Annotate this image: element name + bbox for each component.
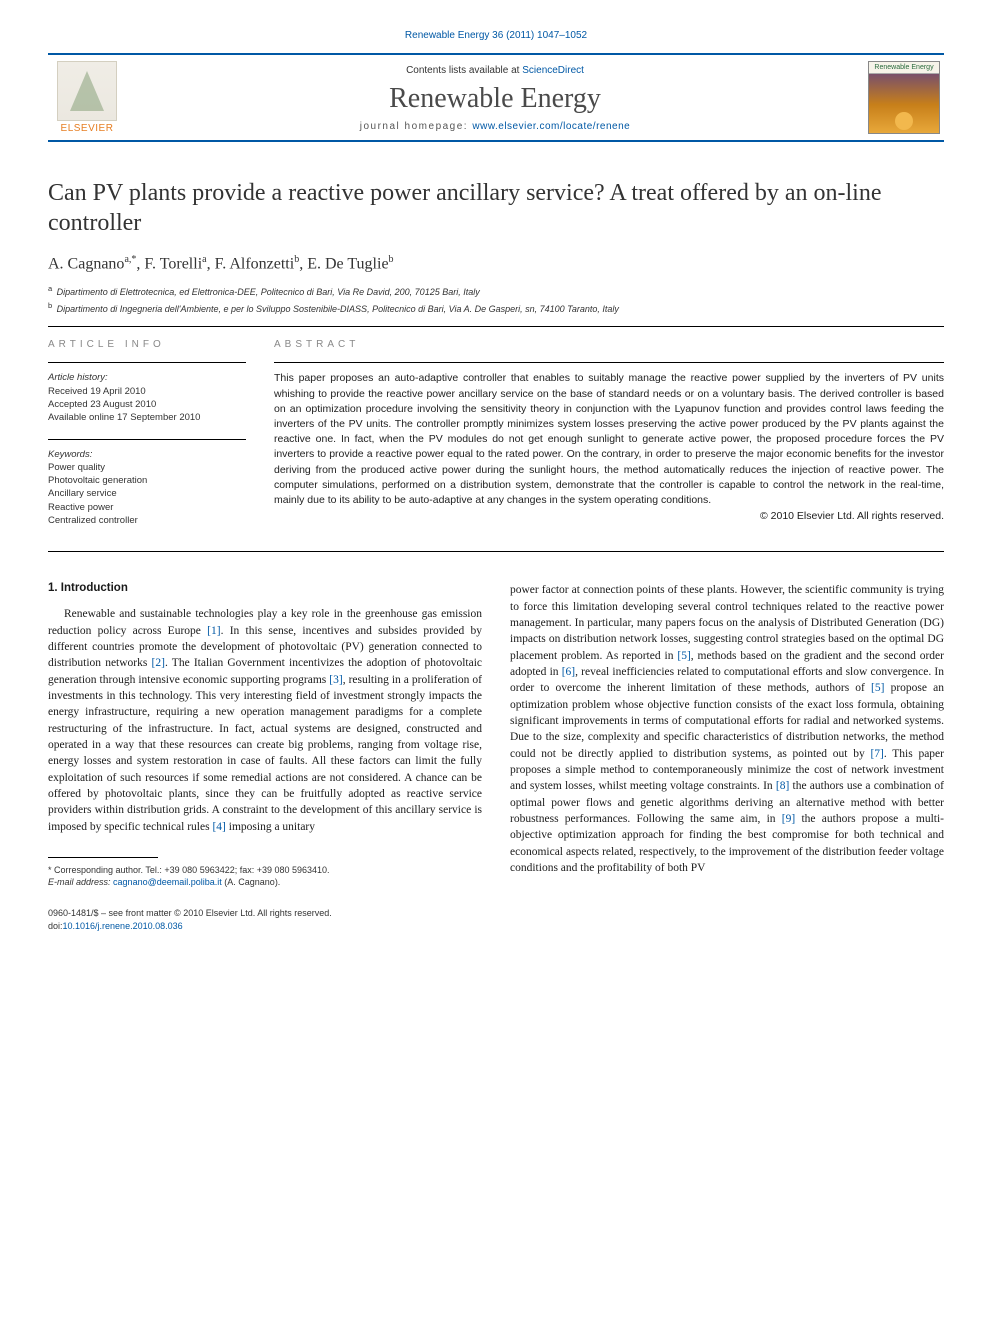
contents-prefix: Contents lists available at [406,65,522,76]
email-label: E-mail address: [48,877,111,887]
paper-title: Can PV plants provide a reactive power a… [48,178,944,238]
footnotes: * Corresponding author. Tel.: +39 080 59… [48,864,482,889]
journal-reference: Renewable Energy 36 (2011) 1047–1052 [48,30,944,41]
keyword: Centralized controller [48,514,246,527]
body-column-left: 1. Introduction Renewable and sustainabl… [48,582,482,932]
abstract-heading: ABSTRACT [274,339,944,350]
affiliation-line: b Dipartimento di Ingegneria dell'Ambien… [48,300,944,317]
affiliation-line: a Dipartimento di Elettrotecnica, ed Ele… [48,283,944,300]
history-line: Received 19 April 2010 [48,385,246,398]
front-matter: 0960-1481/$ – see front matter © 2010 El… [48,907,482,920]
cover-title: Renewable Energy [869,62,939,74]
corresponding-email: E-mail address: cagnano@deemail.poliba.i… [48,876,482,889]
introduction-heading: 1. Introduction [48,582,482,594]
divider [274,362,944,363]
author-list: A. Cagnanoa,*, F. Torellia, F. Alfonzett… [48,254,944,273]
divider [48,326,944,327]
doi-link[interactable]: 10.1016/j.renene.2010.08.036 [63,921,183,931]
body-columns: 1. Introduction Renewable and sustainabl… [48,582,944,932]
affiliations: a Dipartimento di Elettrotecnica, ed Ele… [48,283,944,316]
info-abstract-row: ARTICLE INFO Article history: Received 1… [48,339,944,541]
article-history: Article history: Received 19 April 2010 … [48,371,246,424]
publisher-logo: ELSEVIER [48,55,126,140]
footnote-divider [48,857,158,858]
abstract-text: This paper proposes an auto-adaptive con… [274,371,944,508]
body-paragraph: Renewable and sustainable technologies p… [48,606,482,835]
journal-cover-thumbnail: Renewable Energy [868,61,940,134]
publisher-label: ELSEVIER [61,123,114,134]
keywords-label: Keywords: [48,448,246,461]
history-line: Accepted 23 August 2010 [48,398,246,411]
homepage-label: journal homepage: [360,121,473,132]
doi-line: doi:10.1016/j.renene.2010.08.036 [48,920,482,933]
contents-available: Contents lists available at ScienceDirec… [126,65,864,76]
divider [48,362,246,363]
article-info-column: ARTICLE INFO Article history: Received 1… [48,339,246,541]
keyword: Reactive power [48,501,246,514]
header-center: Contents lists available at ScienceDirec… [126,55,864,140]
divider [48,439,246,440]
email-who: (A. Cagnano). [224,877,280,887]
body-column-right: power factor at connection points of the… [510,582,944,932]
elsevier-tree-icon [57,61,117,121]
email-link[interactable]: cagnano@deemail.poliba.it [113,877,222,887]
history-label: Article history: [48,371,246,384]
abstract-copyright: © 2010 Elsevier Ltd. All rights reserved… [274,510,944,522]
keyword: Power quality [48,461,246,474]
doi-label: doi: [48,921,63,931]
journal-header: ELSEVIER Contents lists available at Sci… [48,53,944,142]
journal-homepage: journal homepage: www.elsevier.com/locat… [126,121,864,132]
corresponding-author: * Corresponding author. Tel.: +39 080 59… [48,864,482,877]
body-paragraph: power factor at connection points of the… [510,582,944,876]
keywords-block: Keywords: Power quality Photovoltaic gen… [48,448,246,528]
abstract-column: ABSTRACT This paper proposes an auto-ada… [274,339,944,541]
keyword: Photovoltaic generation [48,474,246,487]
article-info-heading: ARTICLE INFO [48,339,246,350]
history-line: Available online 17 September 2010 [48,411,246,424]
journal-title: Renewable Energy [126,83,864,115]
footer-meta: 0960-1481/$ – see front matter © 2010 El… [48,907,482,932]
keyword: Ancillary service [48,487,246,500]
divider [48,551,944,552]
homepage-url[interactable]: www.elsevier.com/locate/renene [472,121,630,132]
cover-sun-icon [895,112,913,130]
sciencedirect-link[interactable]: ScienceDirect [522,65,584,76]
